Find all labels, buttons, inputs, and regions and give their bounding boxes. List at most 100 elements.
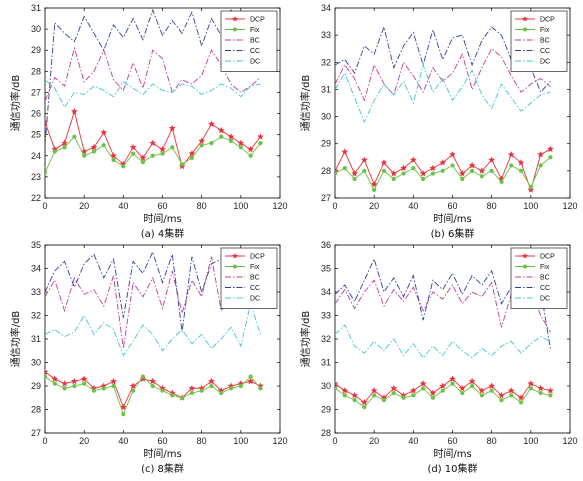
data-point-fix: [209, 383, 214, 389]
x-tick-label: 20: [79, 436, 89, 446]
data-point-fix: [170, 145, 175, 150]
data-point-fix: [479, 393, 484, 398]
data-point-dcp: [537, 384, 545, 392]
series-dcp: [335, 145, 554, 193]
y-tick-label: 32: [321, 334, 331, 344]
legend-label-fix: Fix: [540, 27, 550, 34]
x-tick-label: 40: [118, 436, 128, 446]
data-point-fix: [140, 374, 146, 379]
y-tick-label: 33: [321, 311, 331, 321]
y-tick-label: 29: [321, 139, 331, 149]
data-point-fix: [362, 168, 367, 173]
data-point-fix: [489, 388, 494, 393]
series-cc: [45, 8, 261, 146]
panel-caption: (c) 8集群: [141, 462, 184, 475]
y-tick-label: 25: [31, 130, 41, 140]
x-axis-label: 时间/ms: [433, 447, 471, 460]
series-fix: [45, 134, 263, 175]
data-point-fix: [150, 153, 155, 158]
data-point-fix: [111, 157, 116, 163]
data-point-fix: [160, 151, 165, 156]
data-point-dcp: [61, 380, 69, 387]
data-point-dcp: [61, 139, 69, 147]
data-point-fix: [219, 134, 224, 139]
data-point-dcp: [409, 387, 417, 394]
data-point-fix: [258, 141, 263, 146]
data-point-fix: [440, 388, 445, 393]
y-tick-label: 28: [31, 405, 41, 415]
x-tick-label: 80: [197, 201, 207, 211]
data-point-fix: [401, 171, 406, 176]
legend-label-dc: DC: [250, 59, 260, 66]
data-point-fix: [489, 168, 494, 173]
y-tick-label: 35: [321, 264, 331, 274]
data-point-dcp: [351, 391, 359, 399]
data-point-dcp: [247, 377, 255, 385]
x-tick-label: 20: [369, 201, 379, 211]
data-point-dcp: [247, 145, 255, 153]
data-point-fix: [342, 393, 347, 398]
x-tick-label: 120: [562, 436, 577, 446]
y-axis-label: 通信功率/dB: [299, 311, 312, 368]
series-dc: [335, 324, 551, 359]
legend-label-bc: BC: [540, 275, 550, 282]
y-tick-label: 28: [321, 428, 331, 438]
data-point-fix: [440, 168, 445, 173]
data-point-dcp: [419, 169, 427, 177]
data-point-dcp: [70, 107, 78, 115]
data-point-fix: [469, 383, 475, 389]
data-point-fix: [72, 383, 77, 389]
data-point-fix: [372, 187, 377, 192]
data-point-dcp: [351, 169, 359, 177]
data-point-dcp: [139, 154, 147, 161]
data-point-dcp: [400, 164, 407, 172]
series-cc: [45, 250, 261, 333]
data-point-fix: [219, 390, 224, 396]
legend-label-dcp: DCP: [540, 17, 555, 24]
data-point-dcp: [488, 382, 496, 389]
series-line-cc: [45, 250, 261, 333]
data-point-dcp: [409, 156, 417, 163]
legend: DCP Fix BC CC DC: [220, 247, 278, 309]
x-tick-label: 40: [408, 436, 418, 446]
x-tick-label: 60: [447, 201, 457, 211]
data-point-fix: [101, 386, 106, 391]
data-point-dcp: [129, 143, 137, 151]
y-tick-label: 33: [321, 30, 331, 40]
series-line-bc: [45, 256, 261, 349]
y-tick-label: 36: [321, 240, 331, 250]
legend-label-dcp: DCP: [250, 17, 265, 24]
y-tick-label: 26: [31, 109, 41, 119]
y-tick-label: 33: [31, 287, 41, 297]
data-point-dcp: [449, 150, 456, 158]
data-point-dcp: [227, 133, 235, 140]
y-tick-label: 34: [31, 264, 41, 274]
data-point-dcp: [335, 380, 339, 387]
data-point-dcp: [517, 159, 525, 166]
data-point-fix: [509, 393, 514, 398]
legend-label-cc: CC: [540, 48, 550, 55]
legend-box: [510, 247, 568, 309]
data-point-fix: [189, 155, 194, 160]
legend-box: [220, 247, 278, 309]
data-point-fix: [131, 151, 136, 156]
data-point-dcp: [507, 150, 515, 158]
data-point-dcp: [110, 377, 117, 385]
data-point-fix: [121, 164, 126, 169]
data-point-fix: [548, 155, 553, 160]
data-point-dcp: [256, 133, 264, 140]
data-point-fix: [372, 393, 377, 398]
data-point-dcp: [360, 156, 368, 163]
panel-caption: (b) 6集群: [431, 227, 475, 240]
y-tick-label: 31: [31, 3, 41, 13]
data-point-dcp: [439, 159, 447, 166]
data-point-dcp: [546, 145, 554, 153]
data-point-fix: [140, 160, 146, 165]
x-tick-label: 0: [42, 436, 47, 446]
legend-box: [220, 10, 278, 72]
data-point-fix: [362, 405, 367, 410]
x-tick-label: 80: [487, 436, 497, 446]
panel-caption: (d) 10集群: [427, 462, 477, 475]
data-point-dcp: [188, 384, 196, 392]
legend-label-bc: BC: [250, 38, 260, 45]
